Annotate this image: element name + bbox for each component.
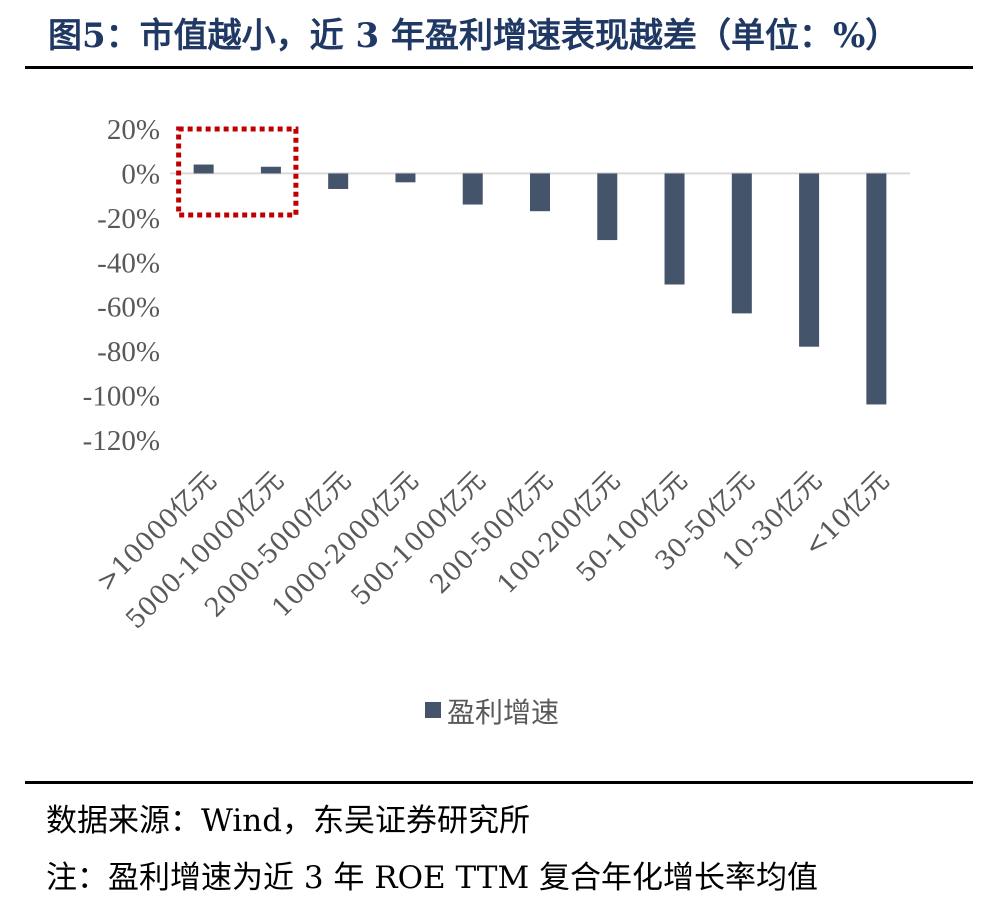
- bar: [664, 173, 685, 285]
- bar: [260, 166, 281, 174]
- bar: [866, 173, 887, 405]
- bar: [395, 173, 416, 183]
- bar: [731, 173, 752, 314]
- legend-label: 盈利增速: [447, 696, 559, 729]
- y-tick-label: -80%: [97, 336, 160, 368]
- y-tick-label: -20%: [97, 203, 160, 235]
- highlight-box: [176, 126, 299, 218]
- top-rule: [25, 66, 973, 69]
- y-tick-label: -100%: [83, 381, 160, 413]
- bar: [597, 173, 618, 241]
- data-source: 数据来源：Wind，东吴证券研究所: [46, 803, 531, 839]
- bar: [530, 173, 550, 212]
- y-tick-label: 0%: [121, 158, 160, 190]
- bar: [799, 173, 820, 347]
- bar: [462, 173, 483, 205]
- bar: [193, 164, 214, 174]
- bar: [328, 173, 349, 189]
- figure-title: 图5：市值越小，近 3 年盈利增速表现越差（单位：%）: [48, 16, 900, 56]
- y-tick-label: -40%: [97, 247, 160, 279]
- y-tick-label: 20%: [107, 114, 160, 146]
- bar-chart: 20%0%-20%-40%-60%-80%-100%-120%>10000亿元5…: [83, 114, 910, 729]
- y-tick-label: -120%: [83, 425, 160, 457]
- bottom-rule: [25, 781, 973, 784]
- y-tick-label: -60%: [97, 292, 160, 324]
- legend-swatch: [425, 702, 441, 718]
- chart-note: 注：盈利增速为近 3 年 ROE TTM 复合年化增长率均值: [46, 860, 819, 896]
